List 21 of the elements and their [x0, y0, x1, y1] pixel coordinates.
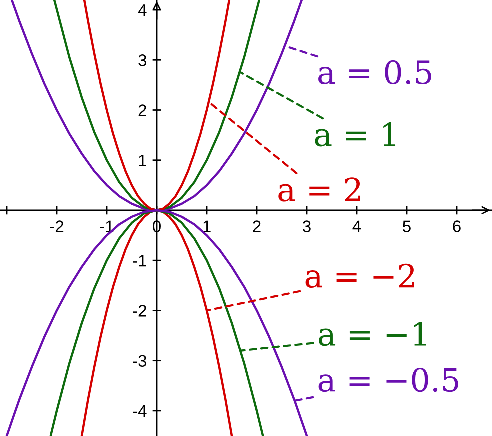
- y-tick-label: -3: [133, 355, 147, 368]
- y-tick-label: -1: [133, 255, 146, 267]
- annotation: a = −0.5: [318, 368, 458, 392]
- x-tick-label: 5: [403, 220, 411, 232]
- annotation: a = −2: [306, 264, 414, 288]
- y-tick-label: -2: [133, 305, 146, 317]
- annotation: a = 2: [278, 178, 360, 202]
- y-tick-label: 1: [139, 154, 146, 166]
- x-tick-label: 4: [352, 220, 362, 232]
- annotation: a = 1: [315, 122, 396, 147]
- x-tick-label: 2: [253, 220, 261, 232]
- annotation: a = −1: [318, 322, 426, 346]
- y-tick-label: 4: [138, 4, 147, 16]
- x-tick-label: 6: [453, 220, 461, 232]
- annotation: a = 0.5: [318, 60, 432, 85]
- x-tick-label: 3: [303, 220, 311, 232]
- y-tick-label: -4: [133, 406, 147, 417]
- y-tick-label: 2: [138, 104, 146, 116]
- x-tick-label: -2: [50, 220, 64, 232]
- x-tick-label: 1: [204, 220, 211, 232]
- y-tick-label: 3: [138, 54, 147, 66]
